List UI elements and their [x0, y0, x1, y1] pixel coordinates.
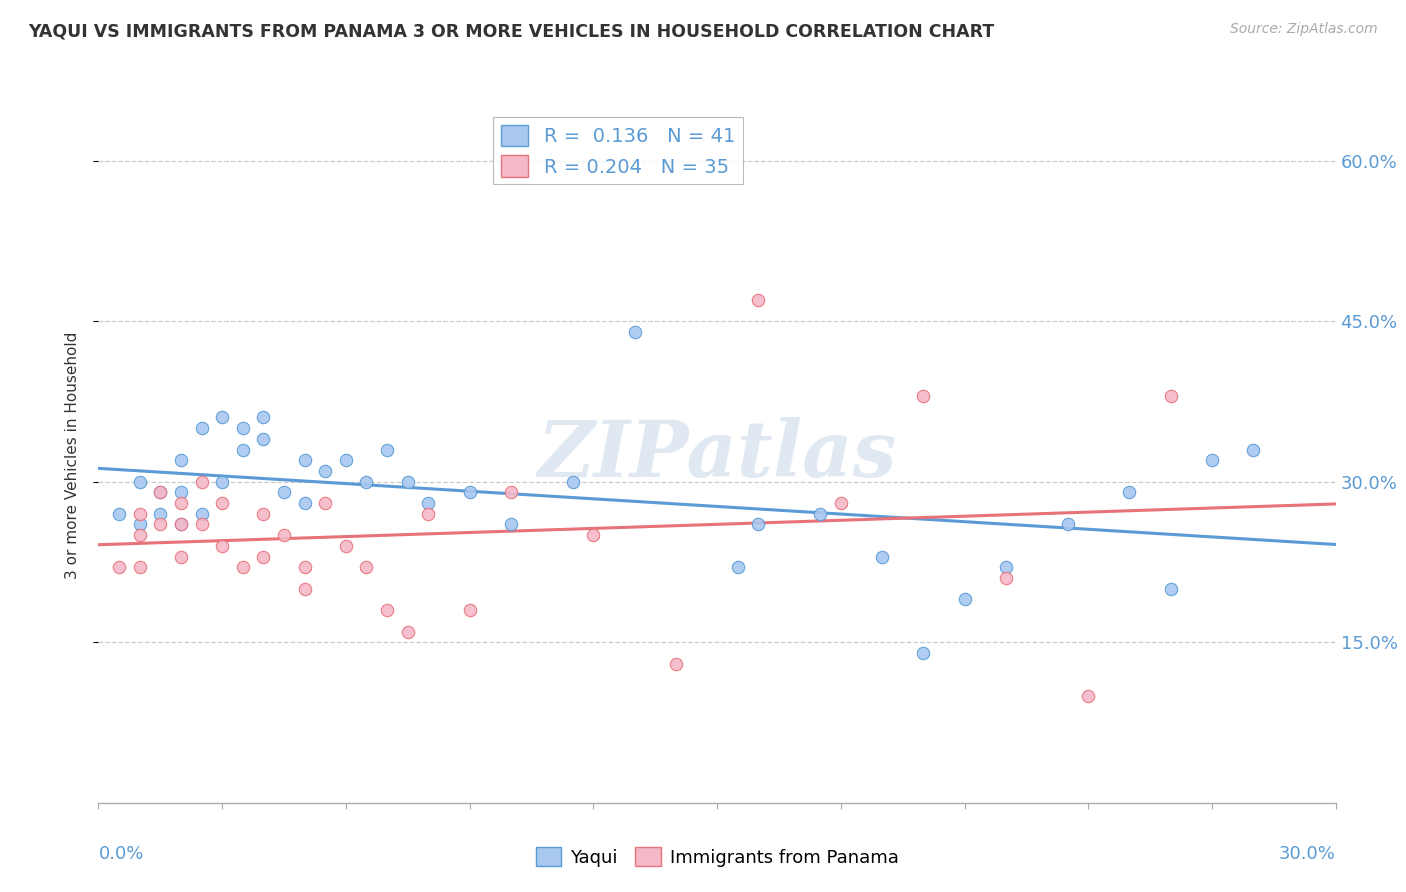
Point — [396, 624, 419, 639]
Point — [1056, 517, 1078, 532]
Point — [252, 507, 274, 521]
Point — [499, 485, 522, 500]
Point — [252, 432, 274, 446]
Point — [582, 528, 605, 542]
Point — [1077, 689, 1099, 703]
Point — [375, 442, 398, 457]
Text: ZIPatlas: ZIPatlas — [537, 417, 897, 493]
Point — [211, 475, 233, 489]
Text: YAQUI VS IMMIGRANTS FROM PANAMA 3 OR MORE VEHICLES IN HOUSEHOLD CORRELATION CHAR: YAQUI VS IMMIGRANTS FROM PANAMA 3 OR MOR… — [28, 22, 994, 40]
Point — [912, 389, 935, 403]
Point — [953, 592, 976, 607]
Point — [232, 442, 254, 457]
Point — [128, 507, 150, 521]
Point — [561, 475, 583, 489]
Point — [170, 496, 193, 510]
Point — [232, 421, 254, 435]
Point — [108, 560, 131, 574]
Point — [1201, 453, 1223, 467]
Point — [108, 507, 131, 521]
Point — [294, 560, 316, 574]
Point — [418, 507, 440, 521]
Point — [912, 646, 935, 660]
Point — [314, 496, 336, 510]
Text: Source: ZipAtlas.com: Source: ZipAtlas.com — [1230, 22, 1378, 37]
Point — [418, 496, 440, 510]
Point — [1118, 485, 1140, 500]
Point — [294, 496, 316, 510]
Point — [252, 549, 274, 564]
Point — [808, 507, 831, 521]
Point — [170, 453, 193, 467]
Point — [190, 475, 212, 489]
Point — [149, 507, 172, 521]
Point — [665, 657, 688, 671]
Point — [870, 549, 893, 564]
Text: 30.0%: 30.0% — [1279, 845, 1336, 863]
Point — [396, 475, 419, 489]
Point — [252, 410, 274, 425]
Point — [747, 517, 769, 532]
Point — [190, 507, 212, 521]
Point — [458, 485, 481, 500]
Point — [232, 560, 254, 574]
Text: 0.0%: 0.0% — [98, 845, 143, 863]
Point — [190, 517, 212, 532]
Point — [335, 453, 357, 467]
Point — [747, 293, 769, 307]
Point — [375, 603, 398, 617]
Point — [356, 475, 378, 489]
Point — [994, 571, 1017, 585]
Point — [499, 517, 522, 532]
Point — [128, 475, 150, 489]
Point — [128, 528, 150, 542]
Point — [994, 560, 1017, 574]
Point — [294, 453, 316, 467]
Point — [294, 582, 316, 596]
Point — [1241, 442, 1264, 457]
Point — [149, 517, 172, 532]
Point — [1160, 582, 1182, 596]
Point — [211, 410, 233, 425]
Point — [727, 560, 749, 574]
Y-axis label: 3 or more Vehicles in Household: 3 or more Vehicles in Household — [65, 331, 80, 579]
Point — [314, 464, 336, 478]
Point — [623, 325, 645, 339]
Point — [170, 517, 193, 532]
Point — [128, 560, 150, 574]
Legend: Yaqui, Immigrants from Panama: Yaqui, Immigrants from Panama — [529, 839, 905, 874]
Point — [273, 485, 295, 500]
Point — [211, 496, 233, 510]
Point — [335, 539, 357, 553]
Point — [1160, 389, 1182, 403]
Point — [149, 485, 172, 500]
Point — [211, 539, 233, 553]
Point — [190, 421, 212, 435]
Point — [356, 560, 378, 574]
Point — [128, 517, 150, 532]
Point — [273, 528, 295, 542]
Point — [170, 485, 193, 500]
Point — [170, 549, 193, 564]
Point — [830, 496, 852, 510]
Point — [458, 603, 481, 617]
Point — [149, 485, 172, 500]
Point — [170, 517, 193, 532]
